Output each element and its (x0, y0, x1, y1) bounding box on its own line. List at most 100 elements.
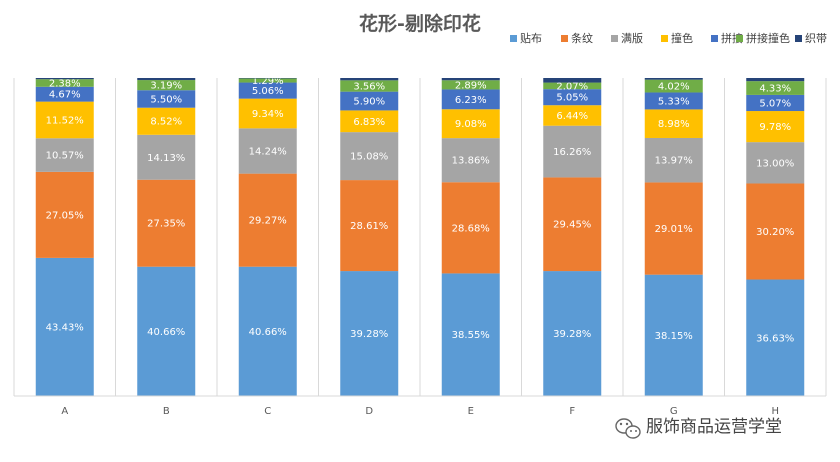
data-label: 2.89% (455, 80, 487, 91)
bar-segment (137, 134, 196, 180)
data-label: 13.86% (452, 156, 490, 167)
data-label: 5.05% (556, 93, 588, 104)
bar-segment (644, 92, 703, 110)
bar-segment (238, 82, 297, 99)
bar-segment (746, 279, 805, 396)
bar-segment (644, 137, 703, 183)
data-label: 13.97% (655, 156, 693, 167)
bar-segment (340, 110, 399, 133)
data-label: 9.08% (455, 119, 487, 130)
data-label: 4.33% (759, 84, 791, 95)
data-label: 30.20% (756, 227, 794, 238)
plot-area: 43.43% 27.05% 10.57% 11.52% 4.67%2.38% 40.66%… (35, 76, 805, 396)
data-label: 29.45% (553, 220, 591, 231)
data-label: 13.00% (756, 158, 794, 169)
data-label: 3.56% (353, 81, 385, 92)
legend-swatch (736, 35, 743, 42)
data-label: 3.19% (150, 81, 182, 92)
data-label: 16.26% (553, 147, 591, 158)
legend-swatch (661, 35, 668, 42)
bar-segment (35, 78, 94, 80)
bar-segment (238, 98, 297, 129)
data-label: 6.23% (455, 95, 487, 106)
data-label: 11.52% (46, 115, 84, 126)
data-label: 27.05% (46, 210, 84, 221)
bar-segment (137, 179, 196, 267)
data-label: 10.57% (46, 151, 84, 162)
bar-segment (340, 91, 399, 111)
bar-segment (543, 105, 602, 126)
x-tick-label: D (365, 406, 373, 417)
bar-segment (746, 81, 805, 95)
data-label: 38.55% (452, 330, 490, 341)
bar-segment (746, 183, 805, 280)
data-label: 40.66% (249, 327, 287, 338)
bar-segment (340, 271, 399, 396)
legend-item: 撞色 (661, 31, 693, 45)
bar-segment (644, 274, 703, 396)
bar-segment (441, 273, 500, 396)
legend-item: 贴布 (510, 31, 542, 45)
data-label: 39.28% (350, 329, 388, 340)
data-label: 14.24% (249, 146, 287, 157)
bar-segment (543, 177, 602, 272)
bar-segment (441, 109, 500, 139)
data-label: 2.07% (556, 81, 588, 92)
legend-label: 织带 (805, 32, 827, 45)
data-label: 9.34% (252, 109, 284, 120)
legend-label: 满版 (621, 31, 643, 45)
data-label: 8.98% (658, 119, 690, 130)
data-label: 15.08% (350, 152, 388, 163)
legend-label: 贴布 (520, 31, 542, 45)
x-tick-label: A (61, 406, 68, 417)
legend-swatch (561, 35, 568, 42)
x-tick-label: H (771, 406, 779, 417)
data-label: 6.44% (556, 111, 588, 122)
legend-label: 拼接撞色 (746, 31, 790, 45)
data-label: 5.06% (252, 86, 284, 97)
data-label: 9.78% (759, 122, 791, 133)
bar-segment (238, 266, 297, 396)
legend-swatch (795, 35, 802, 42)
bar-segment (441, 80, 500, 90)
bar-segment (644, 182, 703, 275)
bar-segment (35, 257, 94, 396)
data-label: 4.67% (49, 90, 81, 101)
bar-segment (543, 82, 602, 90)
bar-segment (340, 132, 399, 181)
bar-segment (543, 271, 602, 396)
bar-segment (746, 142, 805, 184)
data-label: 2.38% (49, 78, 81, 89)
bar-segment (35, 86, 94, 102)
data-label: 29.01% (655, 224, 693, 235)
x-tick-label: B (163, 406, 170, 417)
data-label: 5.33% (658, 96, 690, 107)
bar-segment (543, 89, 602, 106)
data-label: 27.35% (147, 219, 185, 230)
bar-segment (543, 125, 602, 178)
bar-segment (644, 109, 703, 138)
legend-item: 满版 (611, 31, 643, 45)
bar-segment (35, 171, 94, 258)
x-tick-label: E (468, 406, 474, 417)
bar-segment (340, 180, 399, 272)
legend-swatch (711, 35, 718, 42)
bar-segment (35, 101, 94, 139)
bar-segment (35, 138, 94, 172)
bar-segment (746, 111, 805, 143)
legend-item: 条纹 (561, 31, 593, 45)
data-label: 39.28% (553, 329, 591, 340)
bar-segment (137, 80, 196, 91)
data-label: 5.07% (759, 98, 791, 109)
bar-segment (238, 173, 297, 267)
wechat-icon (615, 418, 641, 439)
bar-segment (441, 78, 500, 81)
watermark: 服饰商品运营学堂 (615, 417, 782, 439)
data-label: 4.02% (658, 82, 690, 93)
data-label: 5.50% (150, 94, 182, 105)
data-label: 6.83% (353, 117, 385, 128)
data-label: 1.29% (252, 76, 284, 87)
chart-title: 花形-剔除印花 (359, 12, 481, 35)
watermark-text: 服饰商品运营学堂 (646, 417, 782, 437)
